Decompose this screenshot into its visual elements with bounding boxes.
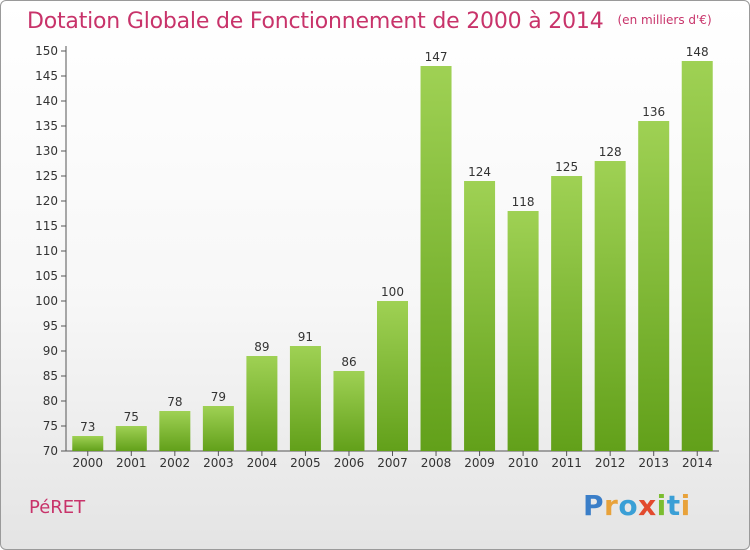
bar <box>681 61 713 451</box>
x-tick-label: 2004 <box>247 456 278 470</box>
bar-value-label: 125 <box>555 160 578 174</box>
logo-letter: x <box>638 489 657 522</box>
logo-letter: o <box>618 489 639 522</box>
x-tick-label: 2013 <box>638 456 669 470</box>
bar <box>638 121 670 451</box>
logo-letter: i <box>656 489 667 522</box>
x-tick-label: 2005 <box>290 456 321 470</box>
bar <box>377 301 408 451</box>
x-tick-label: 2010 <box>508 456 539 470</box>
bar-value-label: 79 <box>211 390 226 404</box>
x-tick-label: 2006 <box>334 456 365 470</box>
bar-value-label: 91 <box>298 330 313 344</box>
proxiti-logo: Proxiti <box>583 489 691 522</box>
bar <box>333 371 365 451</box>
y-tick-label: 120 <box>35 194 58 208</box>
y-tick-label: 75 <box>43 419 58 433</box>
x-tick-label: 2001 <box>116 456 147 470</box>
x-tick-label: 2003 <box>203 456 234 470</box>
y-tick-label: 125 <box>35 169 58 183</box>
x-tick-label: 2011 <box>551 456 582 470</box>
logo-letter: t <box>666 489 681 522</box>
x-tick-label: 2009 <box>464 456 495 470</box>
bar-value-label: 75 <box>124 410 139 424</box>
y-tick-label: 110 <box>35 244 58 258</box>
x-tick-label: 2007 <box>377 456 408 470</box>
bar <box>72 436 104 451</box>
bar-value-label: 78 <box>167 395 182 409</box>
bar <box>464 181 496 451</box>
x-tick-label: 2002 <box>160 456 191 470</box>
y-tick-label: 85 <box>43 369 58 383</box>
bar-value-label: 86 <box>341 355 356 369</box>
y-tick-label: 145 <box>35 69 58 83</box>
y-tick-label: 130 <box>35 144 58 158</box>
y-tick-label: 135 <box>35 119 58 133</box>
y-tick-label: 80 <box>43 394 58 408</box>
bar <box>159 411 191 451</box>
chart-title-text: Dotation Globale de Fonctionnement de 20… <box>27 9 604 34</box>
y-tick-label: 95 <box>43 319 58 333</box>
logo-letter: P <box>583 489 605 522</box>
logo-letter: r <box>604 489 619 522</box>
bar <box>594 161 626 451</box>
bar-value-label: 73 <box>80 420 95 434</box>
x-tick-label: 2008 <box>421 456 452 470</box>
logo-letter: i <box>680 489 691 522</box>
bar <box>420 66 452 451</box>
y-tick-label: 115 <box>35 219 58 233</box>
bar <box>115 426 147 451</box>
y-tick-label: 90 <box>43 344 58 358</box>
bar <box>507 211 539 451</box>
y-tick-label: 150 <box>35 44 58 58</box>
bar <box>202 406 234 451</box>
chart-unit: (en milliers d'€) <box>617 13 712 27</box>
bar-value-label: 148 <box>686 45 709 59</box>
bar <box>246 356 278 451</box>
bar-value-label: 89 <box>254 340 269 354</box>
y-tick-label: 100 <box>35 294 58 308</box>
bar-value-label: 124 <box>468 165 491 179</box>
y-tick-label: 140 <box>35 94 58 108</box>
x-tick-label: 2014 <box>682 456 713 470</box>
bar-value-label: 100 <box>381 285 404 299</box>
y-tick-label: 70 <box>43 444 58 458</box>
bar-value-label: 136 <box>642 105 665 119</box>
bar-value-label: 128 <box>599 145 622 159</box>
chart-title: Dotation Globale de Fonctionnement de 20… <box>27 9 712 34</box>
x-tick-label: 2000 <box>72 456 103 470</box>
bar <box>289 346 321 451</box>
commune-name: PéRET <box>29 497 86 518</box>
bar-value-label: 147 <box>425 50 448 64</box>
y-tick-label: 105 <box>35 269 58 283</box>
bar-value-label: 118 <box>512 195 535 209</box>
bar <box>551 176 583 451</box>
x-tick-label: 2012 <box>595 456 626 470</box>
